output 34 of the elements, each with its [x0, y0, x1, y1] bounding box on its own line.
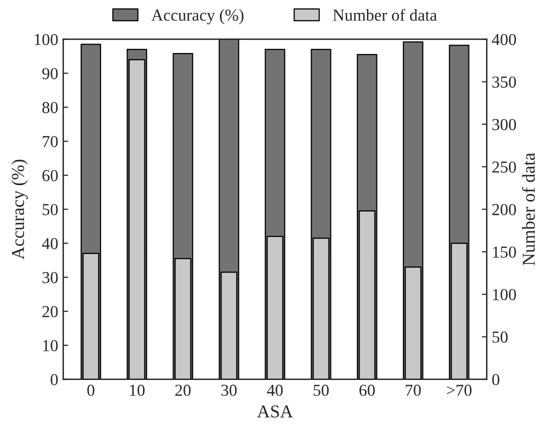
y-tick-label: 50 — [42, 204, 58, 216]
y2-tick-label: 350 — [492, 76, 516, 88]
x-tick-label: 50 — [314, 384, 329, 396]
y-tick-label: 70 — [42, 136, 58, 148]
legend-label: Accuracy (%) — [151, 9, 244, 24]
y2-tick-label: 100 — [493, 289, 516, 300]
y-axis-title: Accuracy (%) — [11, 160, 28, 260]
x-axis-title: ASA — [257, 405, 293, 418]
y-tick-label: 90 — [42, 68, 58, 80]
x-tick-label: >70 — [446, 384, 472, 396]
y2-axis-title: Number of data — [522, 152, 535, 266]
legend-label: Number of data — [333, 8, 437, 21]
y2-tick-label: 150 — [493, 246, 516, 258]
y-tick-label: 0 — [50, 374, 58, 386]
y-tick-label: 80 — [42, 102, 58, 114]
x-tick-label: 10 — [130, 384, 145, 396]
y2-tick-label: 200 — [492, 204, 516, 216]
y-tick-label: 30 — [42, 272, 58, 284]
y-tick-label: 20 — [42, 306, 58, 318]
x-tick-label: 60 — [359, 384, 375, 396]
y-tick-label: 10 — [43, 340, 58, 352]
y2-tick-label: 50 — [492, 332, 508, 343]
y-tick-label: 40 — [42, 238, 58, 250]
y2-tick-label: 250 — [492, 161, 516, 173]
x-tick-label: 70 — [406, 384, 421, 396]
x-tick-label: 40 — [266, 384, 283, 396]
y2-tick-label: 300 — [492, 118, 516, 130]
y2-tick-label: 0 — [492, 374, 500, 386]
x-tick-label: 30 — [221, 384, 237, 396]
y-tick-label: 60 — [42, 170, 58, 182]
y2-tick-label: 400 — [492, 34, 516, 46]
x-tick-label: 20 — [175, 384, 191, 396]
y-tick-label: 100 — [34, 34, 58, 46]
x-tick-label: 0 — [87, 384, 94, 396]
